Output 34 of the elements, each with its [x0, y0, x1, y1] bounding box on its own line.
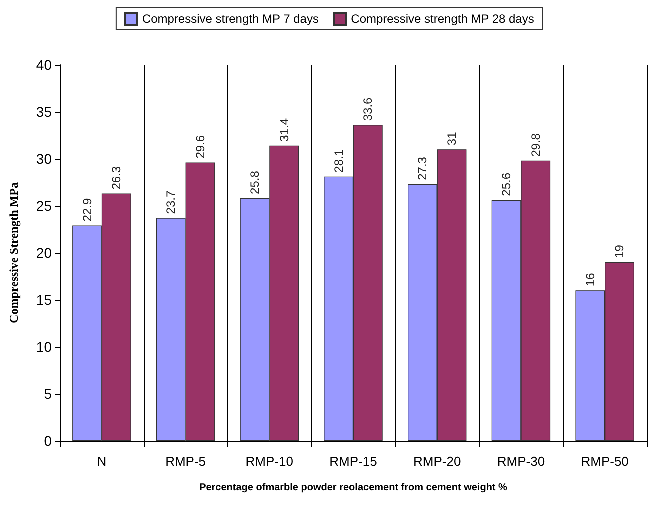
- y-tick-label: 0: [44, 433, 52, 449]
- data-label: 16: [583, 272, 598, 287]
- y-tick-label: 10: [36, 339, 52, 355]
- y-tick-label: 25: [36, 198, 52, 214]
- x-tick-label: RMP-5: [166, 454, 206, 469]
- data-label: 29.8: [528, 133, 543, 157]
- data-label: 28.1: [332, 149, 346, 173]
- data-label: 31.4: [277, 118, 292, 142]
- x-axis-title: Percentage ofmarble powder reolacement from cement weight %: [200, 482, 508, 494]
- data-label: 23.7: [164, 190, 178, 214]
- x-tick-label: RMP-50: [581, 454, 629, 469]
- x-tick-label: N: [97, 454, 107, 469]
- y-tick-label: 30: [36, 151, 52, 167]
- legend-label: Compressive strength MP 28 days: [351, 12, 534, 26]
- data-label: 29.6: [193, 135, 208, 159]
- data-label: 31: [445, 132, 460, 146]
- y-axis-title: Compressive Strength MPa: [7, 182, 21, 324]
- y-tick-label: 40: [36, 57, 52, 73]
- data-label: 25.6: [500, 172, 514, 196]
- y-tick-label: 5: [44, 386, 52, 402]
- x-tick-label: RMP-10: [246, 454, 294, 469]
- x-tick-label: RMP-20: [414, 454, 462, 469]
- legend-label: Compressive strength MP 7 days: [142, 12, 319, 26]
- y-tick-label: 35: [36, 104, 52, 120]
- x-tick-label: RMP-15: [330, 454, 378, 469]
- data-label: 26.3: [110, 166, 124, 190]
- data-label: 22.9: [80, 198, 94, 222]
- y-tick-label: 15: [36, 292, 52, 308]
- data-label: 33.6: [361, 97, 376, 122]
- y-tick-label: 20: [36, 245, 52, 261]
- data-label: 19: [612, 244, 627, 258]
- data-label: 27.3: [416, 156, 430, 180]
- x-tick-label: RMP-30: [497, 454, 546, 469]
- data-label: 25.8: [248, 170, 262, 194]
